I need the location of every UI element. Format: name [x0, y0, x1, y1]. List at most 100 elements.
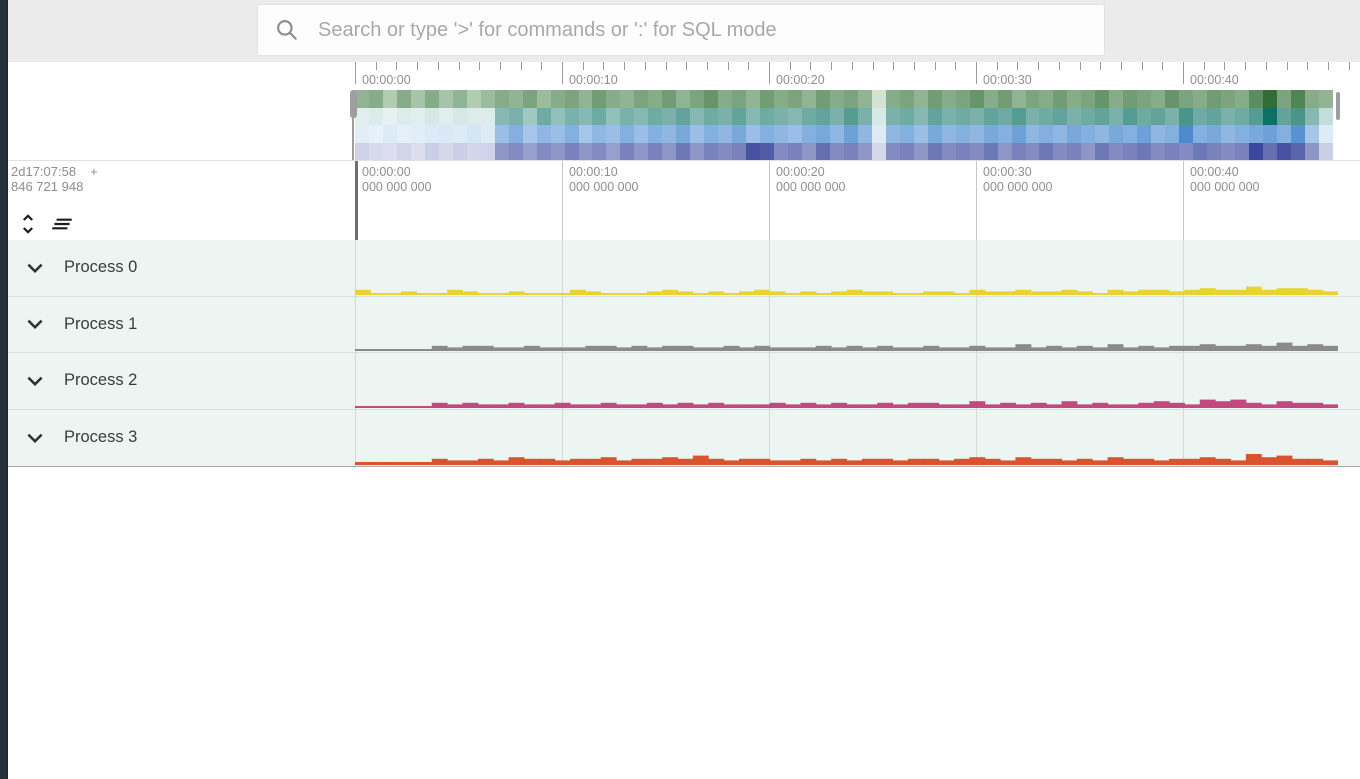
heatmap-cell [355, 107, 369, 125]
heatmap-cell [550, 142, 565, 160]
heatmap-cell [760, 125, 775, 143]
heatmap-cell [1276, 90, 1291, 108]
heatmap-cell [746, 107, 761, 125]
offset-line-1: 2d17:07:58 + [11, 164, 98, 179]
heatmap-cell [1025, 107, 1040, 125]
heatmap-cell [634, 142, 649, 160]
search-input[interactable] [316, 17, 1104, 43]
ruler-minor-tick [396, 62, 398, 70]
track-row[interactable]: Process 1 [7, 296, 1360, 353]
heatmap-cell [1025, 125, 1040, 143]
heatmap-cell [550, 107, 565, 125]
track-header: Process 2 [20, 353, 137, 409]
viewport-handle-right[interactable] [1336, 92, 1340, 120]
track-gridline [562, 353, 563, 409]
heatmap-cell [1039, 125, 1054, 143]
ruler-minor-tick [955, 62, 957, 70]
heatmap-cell [564, 142, 579, 160]
heatmap-cell [969, 90, 984, 108]
expand-all-tracks-button[interactable] [13, 209, 43, 239]
ruler-minor-tick [1162, 62, 1164, 70]
heatmap-cell [1304, 142, 1319, 160]
heatmap-cell [1123, 125, 1138, 143]
heatmap-cell [774, 142, 789, 160]
heatmap-cell [802, 90, 816, 108]
ruler-label: 00:00:20 [776, 73, 825, 87]
ruler-major-tick [976, 62, 977, 84]
heatmap-cell [927, 90, 942, 108]
heatmap-cell [1137, 107, 1152, 125]
offset-plus-sign: + [90, 164, 98, 179]
heatmap-cell [997, 90, 1012, 108]
heatmap-cell [676, 142, 691, 160]
track-gridline [355, 353, 356, 409]
heatmap-cell [606, 107, 621, 125]
ruler-minor-tick [499, 62, 501, 70]
heatmap-cell [480, 142, 495, 160]
heatmap-cell [1262, 125, 1277, 143]
heatmap-cell [592, 90, 607, 108]
heatmap-cell [732, 125, 747, 143]
heatmap-cell [634, 90, 649, 108]
heatmap-cell [1179, 90, 1194, 108]
track-row[interactable]: Process 3 [7, 409, 1360, 466]
heatmap-cell [1193, 125, 1208, 143]
heatmap-cell [1179, 142, 1194, 160]
ruler-minor-tick [644, 62, 646, 70]
clear-all-button[interactable] [47, 209, 77, 239]
heatmap-cell [466, 90, 481, 108]
heatmap-cell [718, 142, 733, 160]
heatmap-cell [788, 107, 802, 125]
chevron-down-icon[interactable] [20, 423, 50, 453]
heatmap-cell [718, 90, 733, 108]
heatmap-cell [1081, 142, 1096, 160]
heatmap-cell [1318, 142, 1333, 160]
heatmap-cell [368, 107, 383, 125]
track-gridline [355, 409, 356, 466]
track-list: Process 0 Process 1 Process 2 Process 3 [7, 240, 1360, 467]
ruler-major-tick [769, 62, 770, 84]
heatmap-cell [1304, 107, 1319, 125]
chevron-down-icon[interactable] [20, 253, 50, 283]
heatmap-cell [1290, 142, 1305, 160]
ruler-minor-tick [893, 62, 895, 70]
heatmap-cell [704, 142, 719, 160]
time-axis-label: 00:00:20 000 000 000 [776, 165, 846, 194]
trace-time-offset: 2d17:07:58 + 846 721 948 [11, 164, 98, 194]
heatmap-cell [382, 125, 397, 143]
heatmap-cell [746, 125, 761, 143]
ruler-label: 00:00:10 [569, 73, 618, 87]
heatmap-cell [1165, 90, 1180, 108]
heatmap-cell [802, 125, 816, 143]
overview-heatmap[interactable] [355, 90, 1333, 160]
heatmap-cell [1123, 142, 1138, 160]
heatmap-cell [732, 107, 747, 125]
omnibox[interactable] [258, 5, 1104, 55]
ruler-minor-tick [479, 62, 481, 70]
chevron-down-icon[interactable] [20, 366, 50, 396]
heatmap-cell [1262, 107, 1277, 125]
sidebar-collapsed-strip[interactable] [0, 0, 8, 779]
heatmap-cell [983, 107, 998, 125]
track-gridline [769, 240, 770, 296]
offset-hms: 2d17:07:58 [11, 164, 77, 179]
offset-nanoseconds: 846 721 948 [11, 179, 84, 194]
ruler-minor-tick [810, 62, 812, 70]
heatmap-cell [871, 90, 886, 108]
ruler-minor-tick [665, 62, 667, 70]
heatmap-cell [536, 107, 551, 125]
heatmap-cell [578, 107, 593, 125]
track-row[interactable]: Process 0 [7, 240, 1360, 297]
ruler-minor-tick [1141, 62, 1143, 70]
track-label: Process 1 [64, 314, 138, 333]
heatmap-cell [1221, 90, 1236, 108]
heatmap-cell [536, 142, 551, 160]
heatmap-cell [1067, 142, 1082, 160]
heatmap-cell [802, 107, 816, 125]
heatmap-cell [983, 142, 998, 160]
track-row[interactable]: Process 2 [7, 353, 1360, 410]
heatmap-cell [494, 107, 509, 125]
viewport-handle-left[interactable] [350, 90, 357, 118]
heatmap-cell [1081, 125, 1096, 143]
chevron-down-icon[interactable] [20, 309, 50, 339]
